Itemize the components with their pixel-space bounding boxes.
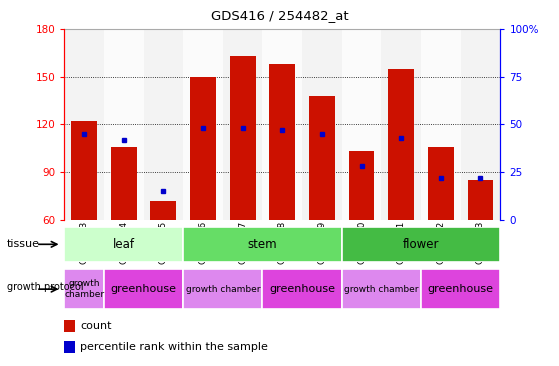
Bar	[144, 29, 183, 220]
Bar	[263, 269, 342, 309]
Text: count: count	[80, 321, 111, 331]
Bar	[64, 227, 183, 262]
Bar	[183, 29, 223, 220]
Bar	[389, 69, 414, 220]
Text: leaf: leaf	[113, 238, 135, 251]
Text: growth
chamber: growth chamber	[64, 279, 104, 299]
Bar	[381, 29, 421, 220]
Bar	[342, 269, 421, 309]
Bar	[428, 147, 454, 220]
Bar	[223, 29, 263, 220]
Bar	[302, 29, 342, 220]
Text: percentile rank within the sample: percentile rank within the sample	[80, 342, 268, 352]
Text: greenhouse: greenhouse	[428, 284, 494, 294]
Bar	[230, 56, 255, 220]
Text: growth chamber: growth chamber	[186, 285, 260, 294]
Text: growth chamber: growth chamber	[344, 285, 419, 294]
Bar	[64, 29, 104, 220]
Bar	[421, 29, 461, 220]
Text: greenhouse: greenhouse	[111, 284, 177, 294]
Bar	[64, 320, 75, 332]
Text: growth protocol: growth protocol	[7, 282, 83, 292]
Bar	[104, 269, 183, 309]
Bar	[309, 96, 335, 220]
Bar	[64, 269, 104, 309]
Bar	[349, 152, 375, 220]
Text: greenhouse: greenhouse	[269, 284, 335, 294]
Text: stem: stem	[248, 238, 277, 251]
Bar	[183, 227, 342, 262]
Bar	[104, 29, 144, 220]
Text: flower: flower	[403, 238, 439, 251]
Bar	[64, 341, 75, 354]
Bar	[150, 201, 176, 220]
Bar	[421, 269, 500, 309]
Bar	[461, 29, 500, 220]
Bar	[190, 77, 216, 220]
Bar	[263, 29, 302, 220]
Bar	[342, 227, 500, 262]
Bar	[71, 121, 97, 220]
Bar	[269, 64, 295, 220]
Bar	[183, 269, 263, 309]
Bar	[468, 180, 494, 220]
Bar	[342, 29, 381, 220]
Text: GDS416 / 254482_at: GDS416 / 254482_at	[211, 9, 348, 22]
Text: tissue: tissue	[7, 239, 40, 249]
Bar	[111, 147, 136, 220]
